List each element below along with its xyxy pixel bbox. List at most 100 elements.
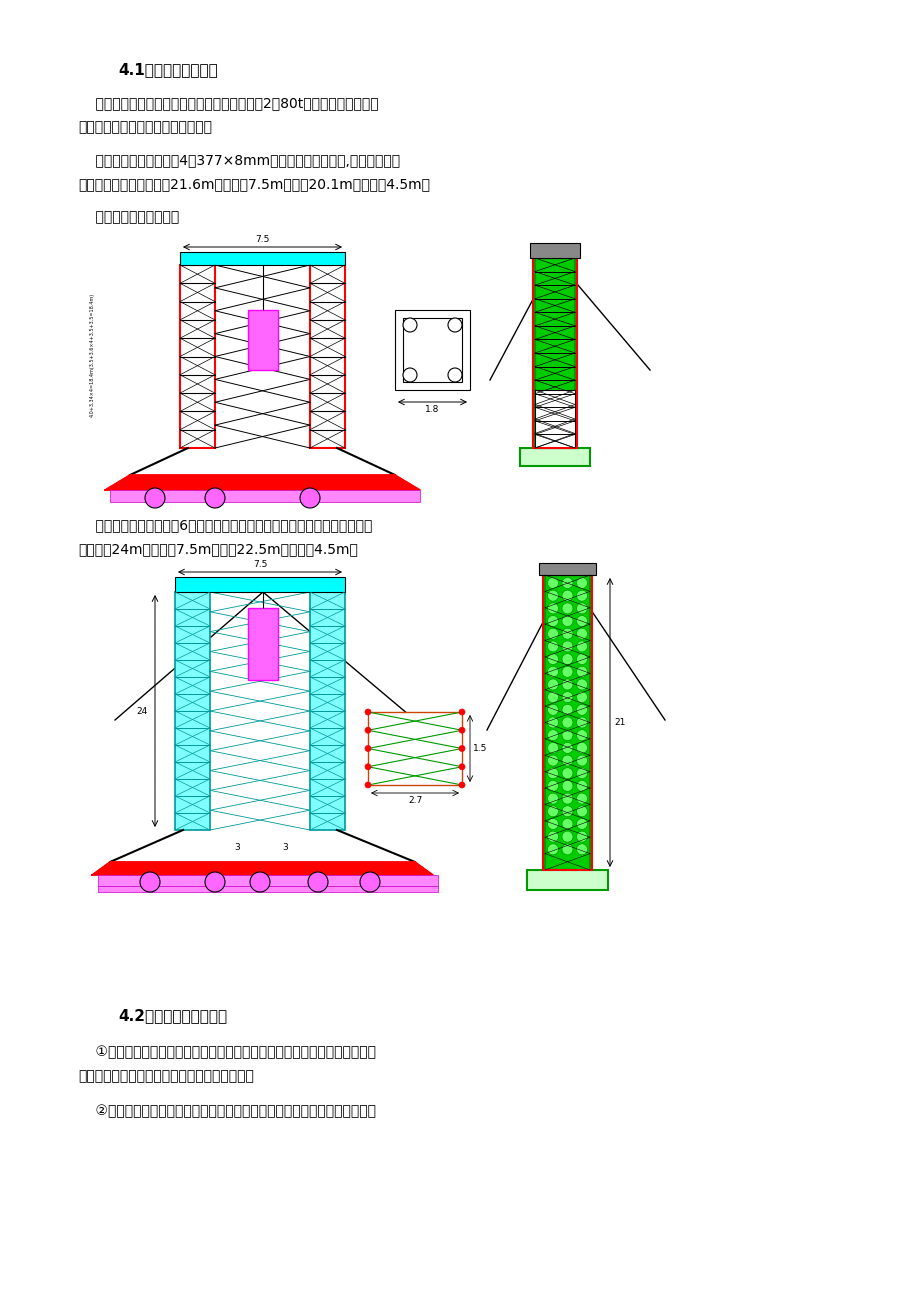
- Circle shape: [576, 729, 587, 741]
- Circle shape: [459, 728, 464, 733]
- Text: 钢管拱中间大节拱肋采用门架提升。: 钢管拱中间大节拱肋采用门架提升。: [78, 120, 211, 134]
- Circle shape: [576, 768, 587, 779]
- Text: 21: 21: [613, 717, 625, 727]
- Circle shape: [562, 729, 573, 741]
- Circle shape: [562, 831, 573, 842]
- Circle shape: [562, 819, 573, 829]
- Circle shape: [576, 806, 587, 816]
- Circle shape: [205, 488, 225, 508]
- Circle shape: [576, 629, 587, 639]
- Circle shape: [562, 704, 573, 715]
- Circle shape: [562, 616, 573, 626]
- Circle shape: [562, 717, 573, 728]
- Polygon shape: [92, 862, 433, 875]
- Circle shape: [250, 872, 269, 892]
- Text: 南寨山桥门架立柱采用6片贝雷梁拼装，横梁采用四片贝雷梁组成。门架总: 南寨山桥门架立柱采用6片贝雷梁拼装，横梁采用四片贝雷梁组成。门架总: [78, 518, 372, 533]
- Circle shape: [547, 616, 558, 626]
- Circle shape: [562, 780, 573, 792]
- Bar: [532, 258, 576, 448]
- Text: 置平车，纵横向各一台平车，安装立柱标准节。: 置平车，纵横向各一台平车，安装立柱标准节。: [78, 1069, 254, 1083]
- Bar: [542, 575, 591, 870]
- Circle shape: [562, 806, 573, 816]
- Text: 采用两台门式吊机进行中间节段钢管拱吊装，2台80t门吊属于自制设备，: 采用两台门式吊机进行中间节段钢管拱吊装，2台80t门吊属于自制设备，: [78, 96, 379, 109]
- Text: 1.8: 1.8: [425, 405, 439, 414]
- Circle shape: [562, 768, 573, 779]
- Circle shape: [547, 629, 558, 639]
- Circle shape: [403, 318, 416, 332]
- Bar: [180, 253, 345, 266]
- Circle shape: [562, 654, 573, 664]
- Circle shape: [448, 368, 461, 381]
- Bar: [394, 310, 470, 391]
- Circle shape: [547, 793, 558, 805]
- Bar: [175, 592, 210, 829]
- Circle shape: [459, 783, 464, 788]
- Circle shape: [205, 872, 225, 892]
- Circle shape: [576, 844, 587, 855]
- Circle shape: [562, 755, 573, 766]
- Bar: [529, 243, 579, 258]
- Circle shape: [547, 704, 558, 715]
- Circle shape: [547, 729, 558, 741]
- Circle shape: [576, 742, 587, 754]
- Circle shape: [547, 768, 558, 779]
- Circle shape: [365, 710, 370, 715]
- Circle shape: [547, 603, 558, 613]
- Circle shape: [145, 488, 165, 508]
- Circle shape: [547, 590, 558, 602]
- Circle shape: [448, 318, 461, 332]
- Circle shape: [562, 578, 573, 589]
- Circle shape: [576, 616, 587, 626]
- Circle shape: [562, 667, 573, 677]
- Circle shape: [562, 641, 573, 652]
- Circle shape: [576, 755, 587, 766]
- Circle shape: [359, 872, 380, 892]
- Circle shape: [300, 488, 320, 508]
- Circle shape: [547, 578, 558, 589]
- Circle shape: [576, 780, 587, 792]
- Text: 24: 24: [137, 707, 148, 716]
- Circle shape: [562, 844, 573, 855]
- Bar: [403, 318, 461, 381]
- Circle shape: [576, 654, 587, 664]
- Bar: [248, 608, 278, 680]
- Circle shape: [365, 746, 370, 751]
- Circle shape: [140, 872, 160, 892]
- Circle shape: [562, 603, 573, 613]
- Circle shape: [562, 590, 573, 602]
- Text: 4.1门式吊机结构布置: 4.1门式吊机结构布置: [118, 62, 218, 77]
- Text: 3: 3: [233, 842, 240, 852]
- Circle shape: [547, 691, 558, 703]
- Circle shape: [365, 764, 370, 769]
- Text: 7.5: 7.5: [255, 234, 269, 243]
- Bar: [539, 562, 596, 575]
- Circle shape: [547, 742, 558, 754]
- Circle shape: [562, 691, 573, 703]
- Bar: [519, 448, 589, 466]
- Circle shape: [459, 764, 464, 769]
- Circle shape: [576, 590, 587, 602]
- Circle shape: [576, 578, 587, 589]
- Circle shape: [547, 667, 558, 677]
- Circle shape: [562, 793, 573, 805]
- Text: 7.5: 7.5: [253, 560, 267, 569]
- Circle shape: [547, 806, 558, 816]
- Bar: [544, 575, 589, 870]
- Circle shape: [403, 368, 416, 381]
- Bar: [175, 577, 345, 592]
- Circle shape: [576, 831, 587, 842]
- Polygon shape: [105, 475, 420, 490]
- Circle shape: [562, 678, 573, 690]
- Circle shape: [459, 710, 464, 715]
- Text: 高度最大24m，总跨度7.5m，净高22.5m，净跨度4.5m。: 高度最大24m，总跨度7.5m，净高22.5m，净跨度4.5m。: [78, 542, 357, 556]
- Circle shape: [547, 844, 558, 855]
- Circle shape: [562, 742, 573, 754]
- Circle shape: [365, 783, 370, 788]
- Bar: [535, 258, 574, 448]
- Text: 1.5: 1.5: [472, 743, 487, 753]
- Circle shape: [576, 793, 587, 805]
- Circle shape: [562, 629, 573, 639]
- Circle shape: [365, 728, 370, 733]
- Circle shape: [547, 755, 558, 766]
- Circle shape: [547, 678, 558, 690]
